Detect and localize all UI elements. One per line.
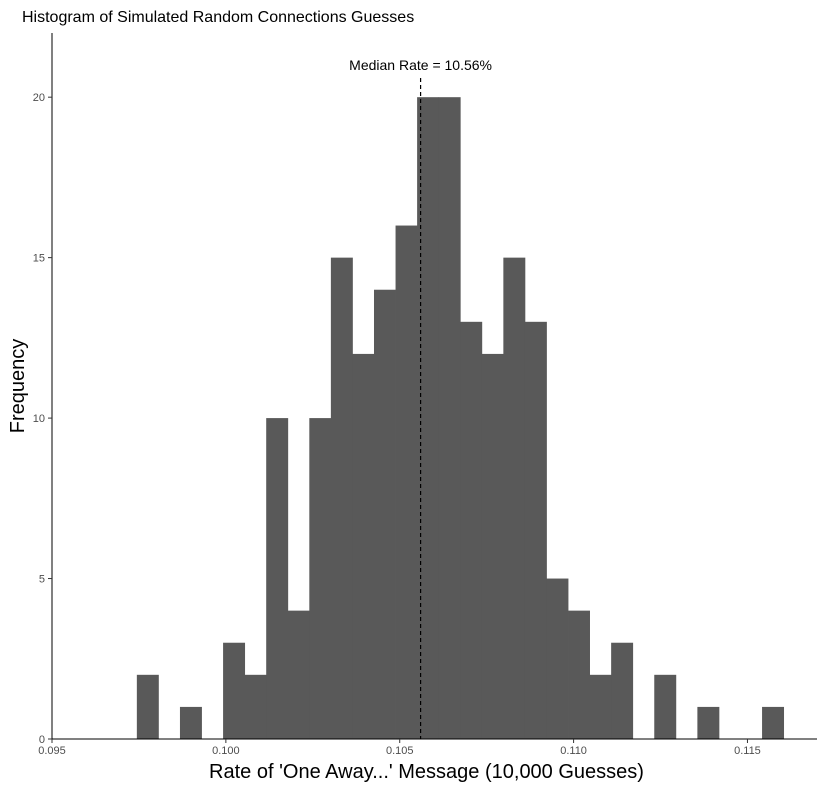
x-tick-label: 0.095 — [38, 745, 66, 757]
bars-layer — [136, 97, 785, 739]
histogram-bar — [589, 674, 612, 739]
x-ticks: 0.095 0.100 0.105 0.110 0.115 — [38, 739, 761, 757]
histogram-bar — [654, 674, 677, 739]
median-label: Median Rate = 10.56% — [349, 57, 492, 73]
chart-title: Histogram of Simulated Random Connection… — [22, 9, 414, 26]
histogram-bar — [697, 706, 720, 739]
histogram-bar — [611, 642, 634, 739]
x-tick-label: 0.110 — [560, 745, 587, 757]
histogram-bar — [179, 706, 202, 739]
histogram-bar — [460, 321, 483, 739]
y-ticks: 0 5 10 15 20 — [33, 92, 52, 746]
y-tick-label: 20 — [33, 92, 45, 104]
x-tick-label: 0.100 — [212, 745, 240, 757]
histogram-bar — [244, 674, 267, 739]
histogram-bar — [352, 353, 375, 739]
y-tick-label: 15 — [33, 253, 45, 265]
histogram-bar — [373, 289, 396, 739]
histogram-bar — [266, 418, 289, 739]
histogram-bar — [395, 225, 418, 739]
histogram-bar — [223, 642, 246, 739]
histogram-bar — [546, 578, 569, 739]
y-axis-title: Frequency — [7, 339, 29, 434]
histogram-bar — [762, 706, 785, 739]
axes-layer — [51, 33, 817, 740]
histogram-bar — [568, 610, 590, 739]
histogram-bar — [287, 610, 310, 739]
y-tick-label: 0 — [39, 734, 45, 746]
histogram-bar — [438, 97, 461, 739]
histogram-bar — [524, 321, 547, 739]
x-axis-title: Rate of 'One Away...' Message (10,000 Gu… — [209, 761, 644, 783]
x-tick-label: 0.115 — [734, 745, 761, 757]
histogram-bar — [309, 418, 332, 739]
histogram-bar — [330, 257, 353, 739]
histogram-bar — [503, 257, 526, 739]
histogram-bar — [417, 97, 440, 739]
x-tick-label: 0.105 — [386, 745, 414, 757]
y-tick-label: 10 — [33, 413, 45, 425]
histogram-bar — [136, 674, 159, 739]
y-tick-label: 5 — [39, 574, 45, 586]
histogram-bar — [481, 353, 504, 739]
